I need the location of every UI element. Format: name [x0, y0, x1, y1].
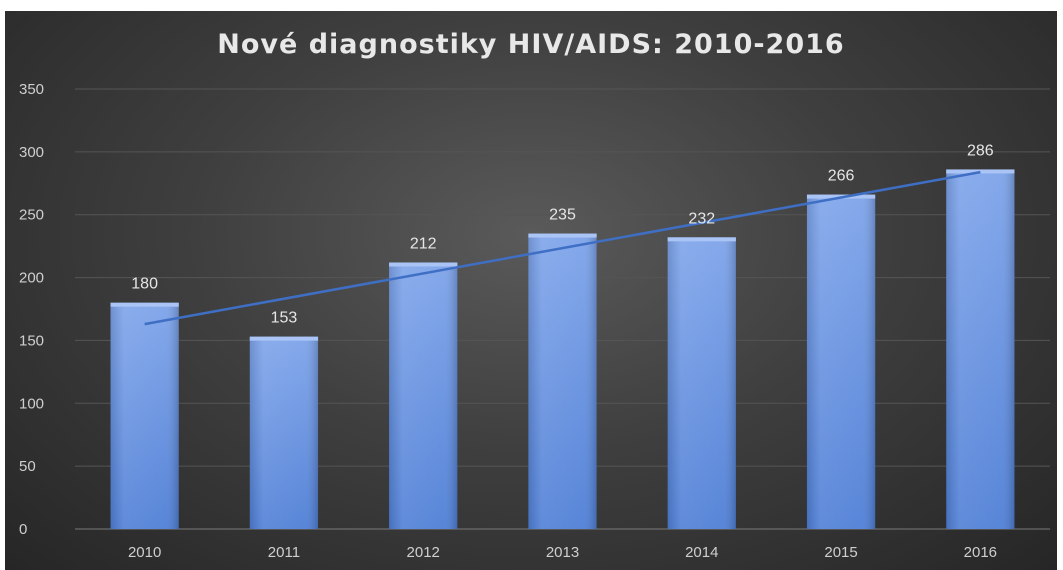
bars: [110, 169, 1015, 530]
x-tick-label: 2014: [685, 544, 718, 561]
data-label: 153: [271, 310, 298, 327]
bar-shading: [946, 169, 1015, 529]
data-label: 212: [410, 235, 437, 252]
bar-chart: 0 50 100 150 200 250 300 350 180 153 212 235 232 266…: [19, 81, 1050, 561]
x-tick-label: 2013: [546, 544, 579, 561]
trendline: [144, 170, 981, 326]
y-axis: 0 50 100 150 200 250 300 350: [19, 81, 44, 538]
trendline-group: [144, 170, 981, 326]
x-tick-label: 2012: [407, 544, 440, 561]
bar-top-highlight: [946, 169, 1015, 174]
data-labels: 180 153 212 235 232 266 286: [131, 142, 994, 326]
bar-shading: [528, 233, 597, 530]
x-axis: 2010 2011 2012 2013 2014 2015 2016: [128, 544, 997, 561]
bar-shading: [110, 302, 179, 529]
data-label: 232: [688, 210, 715, 227]
chart-frame: Nové diagnostiky HIV/AIDS: 2010-2016 0 50…: [5, 11, 1057, 570]
bar-shading: [806, 194, 876, 529]
y-tick-label: 350: [19, 81, 44, 98]
x-tick-label: 2011: [268, 544, 300, 561]
bar-top-highlight: [667, 237, 736, 242]
bar-top-highlight: [110, 302, 179, 307]
y-tick-label: 250: [19, 207, 44, 224]
bar-shading: [389, 262, 458, 529]
bar-top-highlight: [528, 233, 597, 238]
data-label: 266: [828, 168, 855, 185]
bar-shading: [667, 237, 736, 530]
data-label: 180: [131, 276, 158, 293]
x-tick-label: 2016: [964, 544, 997, 561]
y-tick-label: 200: [19, 270, 44, 287]
data-label: 235: [549, 207, 576, 224]
y-tick-label: 100: [19, 395, 44, 412]
bar-top-highlight: [389, 262, 458, 267]
chart-title: Nové diagnostiky HIV/AIDS: 2010-2016: [217, 29, 845, 60]
data-label: 286: [967, 142, 994, 159]
y-tick-label: 300: [19, 144, 44, 161]
x-tick-label: 2015: [824, 544, 857, 561]
bar-top-highlight: [249, 336, 319, 341]
x-tick-label: 2010: [128, 544, 161, 561]
y-tick-label: 50: [19, 458, 36, 475]
y-tick-label: 0: [19, 521, 27, 538]
y-tick-label: 150: [19, 332, 44, 349]
bar-shading: [249, 336, 319, 529]
